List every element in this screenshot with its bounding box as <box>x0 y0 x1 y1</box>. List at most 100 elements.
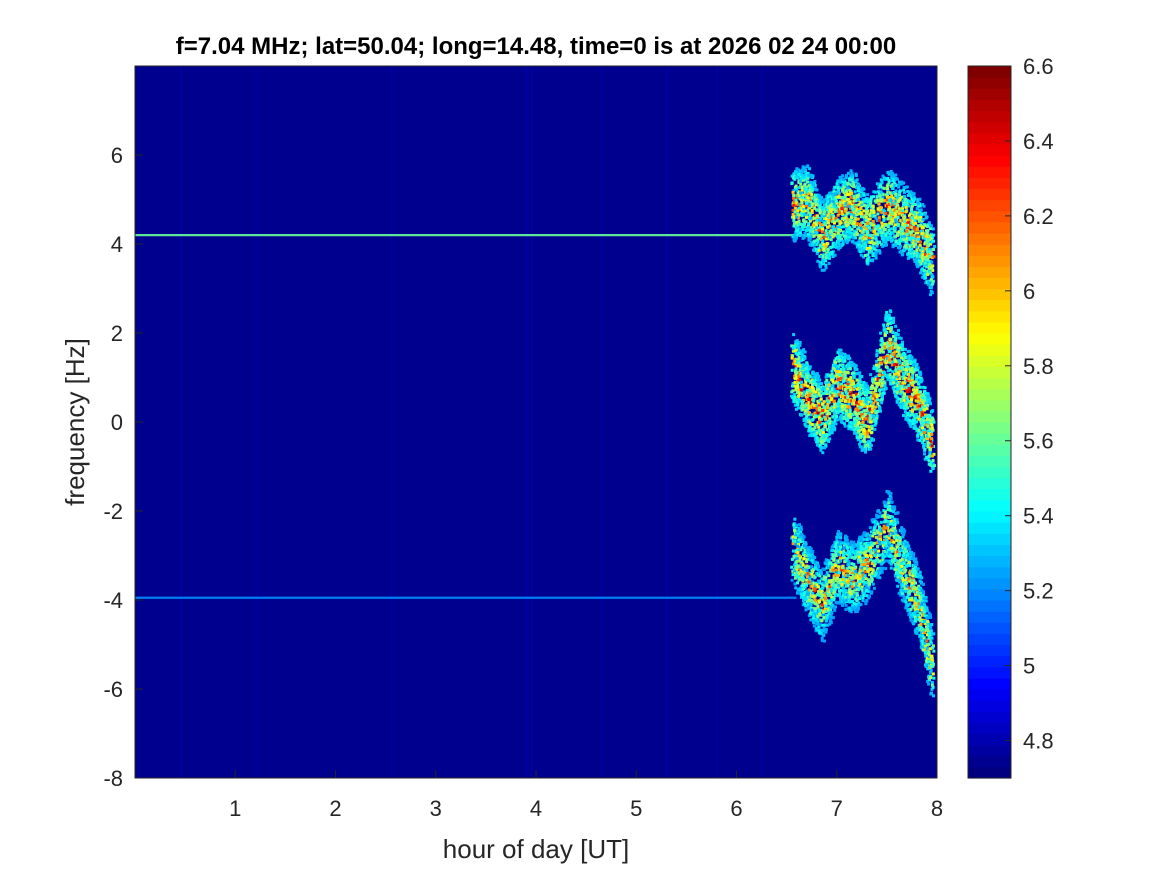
trace-cell <box>846 182 850 186</box>
trace-cell <box>832 596 836 600</box>
trace-cell <box>891 359 895 363</box>
trace-cell <box>873 229 877 233</box>
trace-cell <box>798 556 802 560</box>
trace-cell <box>815 622 819 626</box>
trace-cell <box>931 428 935 432</box>
trace-cell <box>896 203 900 207</box>
trace-cell <box>925 250 929 254</box>
trace-cell <box>920 435 924 439</box>
trace-cell <box>845 212 849 216</box>
trace-cell <box>876 224 880 228</box>
trace-cell <box>894 324 898 328</box>
trace-cell <box>824 233 828 237</box>
trace-cell <box>888 207 892 211</box>
trace-cell <box>905 402 909 406</box>
trace-cell <box>832 215 836 219</box>
trace-cell <box>853 372 857 376</box>
trace-cell <box>828 424 832 428</box>
trace-cell <box>796 385 800 389</box>
trace-cell <box>928 414 932 418</box>
trace-cell <box>915 254 919 258</box>
trace-cell <box>930 256 934 260</box>
trace-cell <box>809 240 813 244</box>
trace-cell <box>852 398 856 402</box>
trace-cell <box>822 405 826 409</box>
trace-cell <box>805 592 809 596</box>
trace-cell <box>813 624 817 628</box>
trace-cell <box>866 414 870 418</box>
trace-cell <box>922 399 926 403</box>
trace-cell <box>868 417 872 421</box>
trace-cell <box>880 181 884 185</box>
trace-cell <box>802 235 806 239</box>
trace-cell <box>888 347 892 351</box>
trace-cell <box>801 363 805 367</box>
trace-cell <box>833 205 837 209</box>
trace-cell <box>857 442 861 446</box>
trace-cell <box>793 517 797 521</box>
trace-cell <box>794 370 798 374</box>
trace-cell <box>833 593 837 597</box>
trace-cell <box>856 232 860 236</box>
trace-cell <box>848 414 852 418</box>
trace-cell <box>799 364 803 368</box>
trace-cell <box>880 396 884 400</box>
trace-cell <box>827 606 831 610</box>
trace-cell <box>861 383 865 387</box>
trace-cell <box>827 383 831 387</box>
trace-cell <box>811 555 815 559</box>
trace-cell <box>925 254 929 258</box>
trace-cell <box>897 193 901 197</box>
trace-cell <box>824 259 828 263</box>
trace-cell <box>872 195 876 199</box>
trace-cell <box>924 397 928 401</box>
trace-cell <box>895 177 899 181</box>
trace-cell <box>811 606 815 610</box>
trace-cell <box>825 255 829 259</box>
trace-cell <box>807 605 811 609</box>
trace-cell <box>879 227 883 231</box>
trace-cell <box>831 196 835 200</box>
trace-cell <box>928 249 932 253</box>
trace-cell <box>837 406 841 410</box>
trace-cell <box>844 202 848 206</box>
trace-cell <box>805 568 809 572</box>
trace-cell <box>823 608 827 612</box>
trace-cell <box>790 565 794 569</box>
trace-cell <box>874 389 878 393</box>
trace-cell <box>799 359 803 363</box>
trace-cell <box>917 397 921 401</box>
trace-cell <box>877 394 881 398</box>
trace-cell <box>824 390 828 394</box>
trace-cell <box>842 416 846 420</box>
trace-cell <box>803 213 807 217</box>
trace-cell <box>832 415 836 419</box>
trace-cell <box>856 404 860 408</box>
trace-cell <box>838 357 842 361</box>
trace-cell <box>806 420 810 424</box>
trace-cell <box>831 566 835 570</box>
trace-cell <box>891 203 895 207</box>
trace-cell <box>862 437 866 441</box>
trace-cell <box>796 581 800 585</box>
trace-cell <box>926 434 930 438</box>
trace-cell <box>837 211 841 215</box>
trace-cell <box>827 599 831 603</box>
trace-cell <box>862 209 866 213</box>
trace-cell <box>842 180 846 184</box>
trace-cell <box>874 200 878 204</box>
trace-cell <box>815 387 819 391</box>
trace-cell <box>856 438 860 442</box>
trace-cell <box>875 393 879 397</box>
trace-cell <box>915 420 919 424</box>
trace-cell <box>822 392 826 396</box>
trace-cell <box>813 214 817 218</box>
trace-cell <box>853 368 857 372</box>
trace-cell <box>829 390 833 394</box>
trace-cell <box>924 421 928 425</box>
trace-cell <box>859 440 863 444</box>
trace-cell <box>924 216 928 220</box>
trace-cell <box>847 354 851 358</box>
trace-cell <box>832 399 836 403</box>
trace-cell <box>805 185 809 189</box>
